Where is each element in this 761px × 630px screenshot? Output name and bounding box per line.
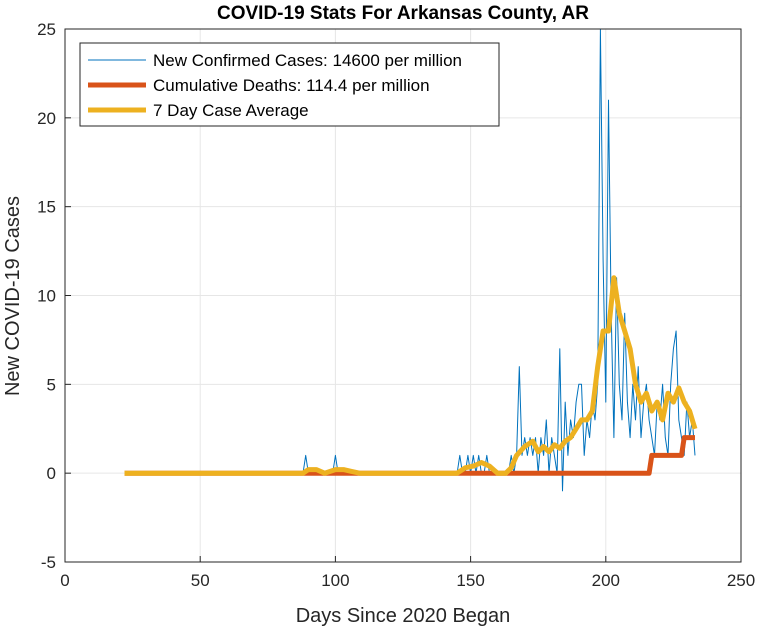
y-tick-label: 0 bbox=[47, 464, 56, 483]
y-tick-label: 10 bbox=[37, 287, 56, 306]
x-tick-label: 150 bbox=[456, 571, 484, 590]
x-tick-label: 100 bbox=[321, 571, 349, 590]
x-axis-label: Days Since 2020 Began bbox=[296, 605, 511, 627]
y-axis-label: New COVID-19 Cases bbox=[2, 196, 24, 396]
y-tick-label: 25 bbox=[37, 20, 56, 39]
y-tick-label: -5 bbox=[41, 553, 56, 572]
series-line-0 bbox=[124, 29, 696, 492]
chart-title: COVID-19 Stats For Arkansas County, AR bbox=[217, 3, 589, 24]
series-line-1 bbox=[124, 435, 695, 476]
series-group bbox=[124, 29, 698, 492]
y-tick-label: 20 bbox=[37, 109, 56, 128]
x-tick-label: 50 bbox=[191, 571, 210, 590]
legend-label-2: 7 Day Case Average bbox=[153, 101, 309, 120]
legend-label-1: Cumulative Deaths: 114.4 per million bbox=[153, 76, 430, 95]
y-tick-label: 15 bbox=[37, 198, 56, 217]
series-line-2 bbox=[124, 275, 698, 476]
x-tick-label: 250 bbox=[727, 571, 755, 590]
legend-label-0: New Confirmed Cases: 14600 per million bbox=[153, 51, 462, 70]
y-tick-label: 5 bbox=[47, 375, 56, 394]
x-tick-label: 0 bbox=[60, 571, 69, 590]
legend: New Confirmed Cases: 14600 per million Cu… bbox=[79, 42, 500, 127]
x-tick-label: 200 bbox=[592, 571, 620, 590]
legend-box bbox=[79, 42, 500, 127]
